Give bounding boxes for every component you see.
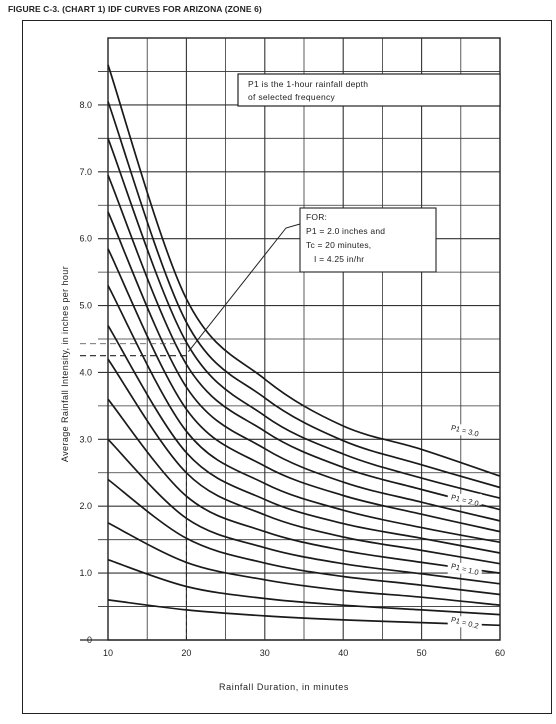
y-tick-label: 2.0 [79, 501, 92, 511]
idf-curve [107, 137, 501, 500]
chart-grid [80, 37, 501, 641]
y-tick-label: 0 [87, 635, 92, 645]
idf-curve [107, 101, 501, 489]
chart-curves [107, 64, 501, 627]
y-tick-label: 7.0 [79, 167, 92, 177]
x-tick-label: 60 [495, 648, 505, 658]
idf-curve [107, 285, 501, 544]
y-tick-label: 4.0 [79, 367, 92, 377]
example-box-line: FOR: [306, 212, 327, 222]
idf-curve [107, 325, 501, 554]
chart-annotations: P1 = 3.0P1 = 2.0P1 = 1.0P1 = 0.2P1 is th… [188, 73, 501, 631]
legend-box [237, 73, 501, 107]
example-box-line: P1 = 2.0 inches and [306, 226, 385, 236]
chart-example-lines [80, 343, 187, 640]
idf-curve [107, 478, 501, 596]
figure-title: FIGURE C-3. (CHART 1) IDF CURVES FOR ARI… [8, 4, 262, 14]
example-box-line: I = 4.25 in/hr [314, 254, 364, 264]
y-axis-label: Average Rainfall Intensity, in inches pe… [60, 266, 70, 462]
idf-curve [107, 599, 501, 627]
idf-curve [107, 438, 501, 585]
y-tick-label: 1.0 [79, 568, 92, 578]
idf-curve [107, 398, 501, 574]
legend-line-1: P1 is the 1-hour rainfall depth [248, 79, 368, 89]
legend-line-2: of selected frequency [248, 92, 336, 102]
idf-curve [107, 64, 501, 477]
example-box [299, 207, 437, 273]
example-leader-line [188, 223, 301, 353]
figure-frame [22, 20, 552, 714]
idf-curve [107, 174, 501, 511]
x-tick-label: 40 [338, 648, 348, 658]
chart-ticks: 0 1.0 2.0 3.0 4.0 5.0 6.0 7.0 8.0 10 20 30 40 50 60 Rai… [60, 100, 505, 692]
x-tick-label: 50 [417, 648, 427, 658]
curve-label-bg [447, 493, 482, 505]
y-tick-label: 5.0 [79, 301, 92, 311]
x-tick-label: 20 [181, 648, 191, 658]
y-tick-label: 8.0 [79, 100, 92, 110]
example-box-line: Tc = 20 minutes, [306, 240, 371, 250]
idf-curve [107, 358, 501, 565]
idf-curve [107, 211, 501, 522]
x-axis-label: Rainfall Duration, in minutes [219, 682, 349, 692]
curve-label-bg [447, 616, 482, 628]
idf-curve [107, 248, 501, 533]
y-tick-label: 3.0 [79, 434, 92, 444]
y-tick-label: 6.0 [79, 234, 92, 244]
idf-curve [107, 558, 501, 616]
x-tick-label: 30 [260, 648, 270, 658]
idf-curve [107, 522, 501, 607]
curve-label-bg [447, 424, 482, 436]
curve-label-bg [447, 562, 482, 574]
x-tick-label: 10 [103, 648, 113, 658]
